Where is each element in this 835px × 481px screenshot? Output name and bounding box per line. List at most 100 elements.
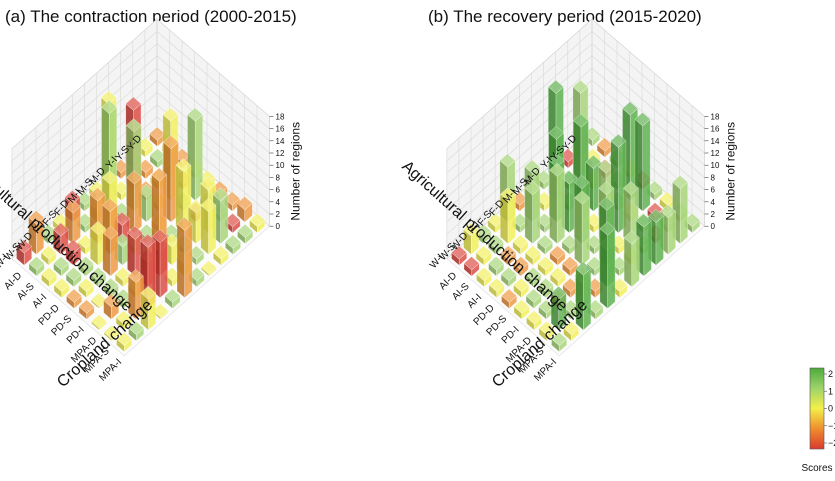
bar-face-top xyxy=(451,245,468,260)
z-tick-labels: 0 2 4 6 8 10 12 14 16 18 xyxy=(269,112,285,231)
bar-face-top xyxy=(115,310,132,325)
bar-face-top xyxy=(548,125,565,140)
bar-face-top xyxy=(103,293,120,308)
bar-W-S-MPA-D xyxy=(538,299,555,320)
bar-face-top xyxy=(64,199,81,214)
bar-face-top xyxy=(116,331,133,346)
gridline xyxy=(446,104,705,235)
bar-face-top xyxy=(128,321,145,336)
bar-F-I-PD-I xyxy=(549,267,566,288)
y-tick-label: AI-I xyxy=(465,292,484,311)
bar-face-top xyxy=(500,245,517,260)
z-tick-label: 10 xyxy=(276,161,285,170)
bar-W-S-MPA-S xyxy=(550,285,567,331)
bar-face-top xyxy=(127,225,143,240)
z-tick-label: 18 xyxy=(711,112,720,121)
colorbar-tick-label: 0 xyxy=(828,404,833,414)
z-tick-label: 6 xyxy=(276,186,281,195)
bar-face-right xyxy=(134,176,143,234)
bar-M-I-MPA-I xyxy=(188,267,205,288)
colorbar-title: Scores xyxy=(801,463,832,474)
gridline xyxy=(11,43,270,174)
z-tick-label: 2 xyxy=(711,210,716,219)
bar-face-top xyxy=(598,196,615,211)
bar-face-top xyxy=(622,181,639,196)
z-tick-label: 2 xyxy=(276,210,281,219)
bar-face-left xyxy=(623,236,633,288)
bar-face-top xyxy=(89,187,106,202)
bar-W-I-PD-S xyxy=(501,288,518,310)
bar-W-I-AI-D xyxy=(16,239,33,266)
bar-F-I-AI-D xyxy=(487,213,504,234)
bar-face-right xyxy=(556,169,565,245)
bar-face-left xyxy=(574,197,583,266)
bar-face-top xyxy=(585,154,602,169)
z-tick-label: 4 xyxy=(711,198,716,207)
bar-Y-D-MPA-S xyxy=(236,196,253,223)
bar-face-top xyxy=(487,234,504,249)
bar-face-right xyxy=(631,236,640,288)
gridline xyxy=(446,31,705,162)
bar-face-top xyxy=(572,79,589,94)
bar-face-top xyxy=(102,225,119,240)
bar-W-D-AI-S xyxy=(487,234,504,256)
bar-face-top xyxy=(102,277,119,292)
gridline xyxy=(446,18,705,150)
bar-W-S-AI-S xyxy=(475,245,492,266)
z-tick-label: 0 xyxy=(711,222,716,231)
bar-face-top xyxy=(525,288,542,303)
panel-b: (b) The recovery period (2015-2020)Y-DY-… xyxy=(398,7,737,391)
bar-W-I-MPA-I xyxy=(551,331,568,353)
bar-face-right xyxy=(655,215,664,266)
colorbar-bar xyxy=(809,367,825,450)
bar-Y-S-PD-S xyxy=(187,107,204,202)
bar-face-top xyxy=(52,222,69,237)
bar-W-D-MPA-S xyxy=(127,268,144,320)
bar-W-S-MPA-S xyxy=(115,310,132,331)
bar-Y-D-MPA-I xyxy=(684,213,701,234)
bar-face-top xyxy=(538,321,555,336)
bar-face-top xyxy=(91,314,108,329)
bar-face-top xyxy=(537,256,554,271)
bar-face-top xyxy=(500,267,517,282)
bar-F-I-PD-D xyxy=(524,245,541,266)
gridline xyxy=(11,79,270,211)
bar-face-top xyxy=(537,277,554,292)
bar-M-S-MPA-I xyxy=(200,260,217,277)
bar-face-top xyxy=(512,256,529,271)
gridline xyxy=(446,92,705,223)
z-tick-label: 4 xyxy=(276,198,281,207)
bar-face-top xyxy=(66,288,83,303)
bar-face-top xyxy=(563,321,580,336)
z-tick-label: 16 xyxy=(711,125,720,134)
bar-F-S-PD-S xyxy=(549,245,566,266)
bar-W-I-MPA-S xyxy=(538,321,555,342)
bar-face-top xyxy=(140,285,157,300)
bar-face-left xyxy=(599,228,608,310)
bar-W-D-PD-I xyxy=(102,277,119,299)
gridline xyxy=(11,104,270,235)
bar-W-S-PD-I xyxy=(525,288,542,310)
bar-face-top xyxy=(90,292,107,307)
bar-W-I-PD-S xyxy=(66,288,83,310)
bar-face-top xyxy=(114,267,131,282)
bar-M-D-MPA-D xyxy=(622,181,639,245)
bar-face-right xyxy=(110,232,119,277)
bar-face-top xyxy=(149,148,166,163)
bar-Y-D-AI-D xyxy=(149,126,166,148)
bar-W-S-AI-I xyxy=(488,256,505,277)
z-tick-label: 0 xyxy=(276,222,281,231)
bar-W-S-MPA-I xyxy=(563,321,580,342)
bar-face-right xyxy=(583,267,592,331)
bar-W-D-PD-S xyxy=(525,267,542,288)
bar-face-top xyxy=(524,159,541,174)
gridline xyxy=(446,67,705,198)
bar-W-I-PD-I xyxy=(78,299,95,320)
bar-face-top xyxy=(78,299,95,314)
bar-face-left xyxy=(549,169,558,245)
bar-face-top xyxy=(249,213,266,228)
bar-W-S-PD-S xyxy=(78,277,95,299)
bar-W-D-MPA-I xyxy=(140,285,157,331)
bar-face-top xyxy=(476,267,493,282)
bar-face-top xyxy=(53,277,70,292)
